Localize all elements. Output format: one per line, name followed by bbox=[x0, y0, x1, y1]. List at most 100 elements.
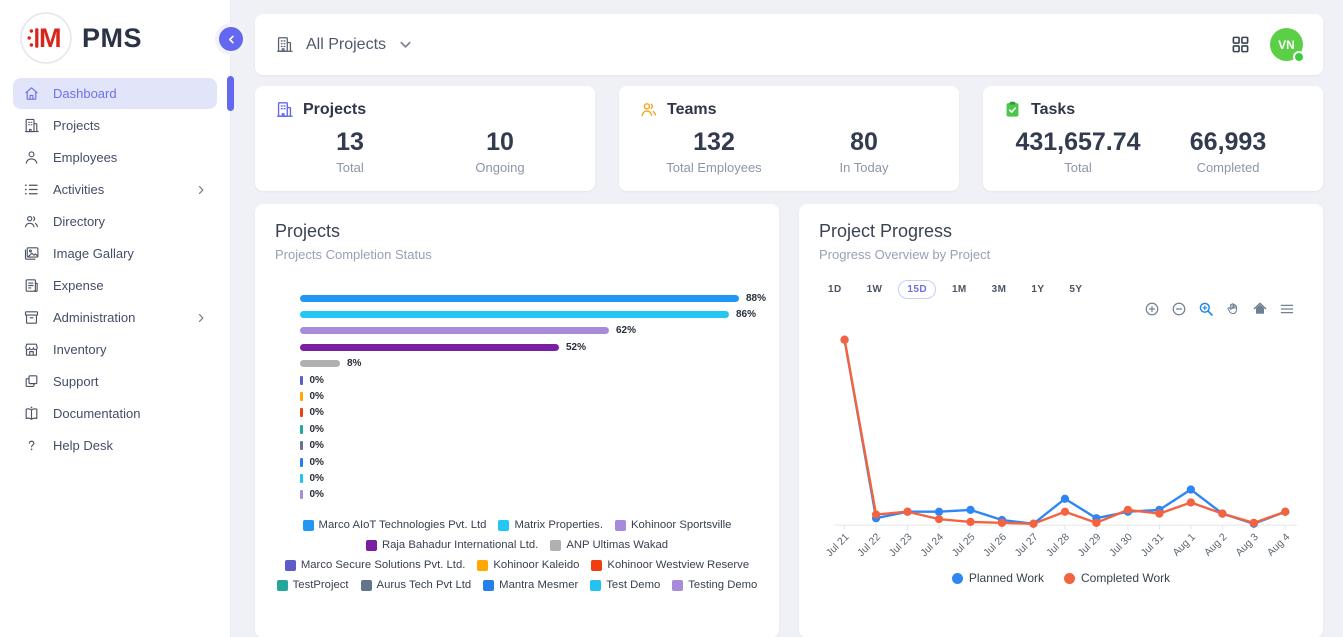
completion-bar bbox=[300, 375, 303, 385]
bar-value-label: 86% bbox=[736, 309, 757, 321]
bar-row: 0% bbox=[300, 372, 770, 388]
sidebar-item-support[interactable]: Support bbox=[13, 366, 217, 397]
sidebar-item-inventory[interactable]: Inventory bbox=[13, 334, 217, 365]
sidebar-collapse-button[interactable] bbox=[219, 27, 243, 51]
sidebar-item-activities[interactable]: Activities bbox=[13, 174, 217, 205]
completion-bar bbox=[300, 473, 303, 483]
legend-item[interactable]: Kohinoor Kaleido bbox=[477, 559, 579, 571]
menu-icon[interactable] bbox=[1279, 301, 1295, 317]
svg-text:Jul 22: Jul 22 bbox=[856, 532, 883, 559]
bar-row: 88% bbox=[300, 290, 770, 306]
svg-text:Aug 4: Aug 4 bbox=[1265, 532, 1292, 559]
legend-dot bbox=[951, 572, 963, 584]
sidebar-item-label: Activities bbox=[53, 182, 105, 197]
legend-item[interactable]: ANP Ultimas Wakad bbox=[550, 539, 668, 551]
legend-swatch bbox=[498, 519, 510, 531]
apps-grid-button[interactable] bbox=[1231, 35, 1250, 54]
range-button-15d[interactable]: 15D bbox=[898, 280, 936, 299]
stat-label: Total bbox=[1064, 160, 1092, 175]
legend-label: Kohinoor Sportsville bbox=[630, 519, 732, 532]
legend-item[interactable]: Test Demo bbox=[590, 579, 660, 591]
legend-item[interactable]: Marco AIoT Technologies Pvt. Ltd bbox=[302, 519, 487, 532]
people-icon bbox=[639, 100, 658, 119]
legend-label: Aurus Tech Pvt Ltd bbox=[376, 579, 472, 592]
sidebar-item-dashboard[interactable]: Dashboard bbox=[13, 78, 217, 109]
legend-item[interactable]: Mantra Mesmer bbox=[483, 579, 578, 591]
completion-bar bbox=[300, 408, 303, 418]
administration-icon bbox=[23, 309, 40, 326]
completion-bar bbox=[300, 490, 303, 500]
legend-swatch bbox=[614, 519, 626, 531]
sidebar-item-projects[interactable]: Projects bbox=[13, 110, 217, 141]
stat-title: Teams bbox=[667, 100, 717, 118]
legend-item[interactable]: Kohinoor Westview Reserve bbox=[591, 559, 749, 571]
sidebar-item-image-gallary[interactable]: Image Gallary bbox=[13, 238, 217, 269]
legend-swatch bbox=[591, 559, 603, 571]
bar-row: 86% bbox=[300, 306, 770, 322]
selection-zoom-icon[interactable] bbox=[1198, 301, 1214, 317]
zoom-in-icon[interactable] bbox=[1144, 301, 1160, 317]
range-button-1m[interactable]: 1M bbox=[943, 280, 976, 299]
sidebar-item-label: Inventory bbox=[53, 342, 107, 357]
chart-toolbar bbox=[819, 301, 1295, 317]
project-selector-label: All Projects bbox=[306, 35, 387, 53]
completion-bar bbox=[300, 424, 303, 434]
card-subtitle: Progress Overview by Project bbox=[819, 247, 991, 262]
chevron-down-icon bbox=[398, 37, 413, 52]
sidebar-item-employees[interactable]: Employees bbox=[13, 142, 217, 173]
legend-item[interactable]: Aurus Tech Pvt Ltd bbox=[360, 579, 472, 592]
pan-icon[interactable] bbox=[1225, 301, 1241, 317]
legend-item[interactable]: Kohinoor Sportsville bbox=[614, 519, 732, 532]
sidebar-item-documentation[interactable]: Documentation bbox=[13, 398, 217, 429]
sidebar-item-help-desk[interactable]: Help Desk bbox=[13, 430, 217, 461]
home-icon[interactable] bbox=[1252, 301, 1268, 317]
svg-text:Jul 28: Jul 28 bbox=[1045, 532, 1072, 559]
bar-value-label: 88% bbox=[746, 292, 767, 304]
zoom-out-icon[interactable] bbox=[1171, 301, 1187, 317]
sidebar-item-administration[interactable]: Administration bbox=[13, 302, 217, 333]
sidebar-item-directory[interactable]: Directory bbox=[13, 206, 217, 237]
legend-item[interactable]: Testing Demo bbox=[672, 579, 757, 591]
stat-card-tasks: Tasks 431,657.74 Total 66,993 Completed bbox=[983, 86, 1323, 191]
active-item-indicator bbox=[227, 76, 234, 111]
legend-item[interactable]: Planned Work bbox=[951, 571, 1044, 585]
range-button-3m[interactable]: 3M bbox=[983, 280, 1016, 299]
avatar-initials: VN bbox=[1278, 37, 1295, 52]
stat-label: Total bbox=[336, 160, 364, 175]
stat-value: 10 bbox=[486, 128, 514, 156]
legend-item[interactable]: Matrix Properties. bbox=[498, 519, 603, 531]
legend-item[interactable]: Marco Secure Solutions Pvt. Ltd. bbox=[284, 559, 465, 571]
bar-value-label: 0% bbox=[309, 440, 324, 452]
bar-value-label: 0% bbox=[309, 423, 324, 435]
bar-row: 0% bbox=[300, 421, 770, 437]
range-button-1d[interactable]: 1D bbox=[819, 280, 851, 299]
bar-row: 0% bbox=[300, 438, 770, 454]
sidebar-item-label: Help Desk bbox=[53, 438, 113, 453]
user-avatar[interactable]: VN bbox=[1270, 28, 1305, 63]
topbar: All Projects VN bbox=[255, 14, 1323, 75]
legend-label: Marco AIoT Technologies Pvt. Ltd bbox=[318, 519, 487, 532]
sidebar-item-expense[interactable]: Expense bbox=[13, 270, 217, 301]
chevron-right-icon bbox=[195, 312, 207, 324]
completion-bar bbox=[300, 311, 729, 319]
projects-completion-card: Projects Projects Completion Status 88% 8… bbox=[255, 204, 779, 637]
sidebar-nav: Dashboard Projects Employees Activities Dire… bbox=[0, 78, 230, 461]
legend-label: TestProject bbox=[292, 579, 349, 592]
svg-text:Jul 21: Jul 21 bbox=[824, 532, 851, 559]
progress-line-chart[interactable]: Jul 21 Jul 22 Jul 23 Jul 24 Jul 25 Jul 26 Jul … bbox=[819, 319, 1303, 571]
bar-value-label: 0% bbox=[309, 391, 324, 403]
svg-text:Jul 29: Jul 29 bbox=[1076, 532, 1103, 559]
range-button-1w[interactable]: 1W bbox=[858, 280, 892, 299]
home-icon bbox=[23, 85, 40, 102]
legend-item[interactable]: Completed Work bbox=[1064, 571, 1170, 585]
bar-row: 0% bbox=[300, 487, 770, 503]
bar-value-label: 0% bbox=[309, 472, 324, 484]
legend-item[interactable]: Raja Bahadur International Ltd. bbox=[365, 539, 538, 551]
range-button-1y[interactable]: 1Y bbox=[1022, 280, 1053, 299]
legend-item[interactable]: TestProject bbox=[276, 579, 349, 592]
legend-label: Completed Work bbox=[1081, 571, 1171, 585]
svg-text:Jul 30: Jul 30 bbox=[1108, 532, 1135, 559]
range-button-5y[interactable]: 5Y bbox=[1060, 280, 1091, 299]
completion-bar bbox=[300, 294, 739, 302]
project-selector[interactable]: All Projects bbox=[275, 35, 413, 54]
